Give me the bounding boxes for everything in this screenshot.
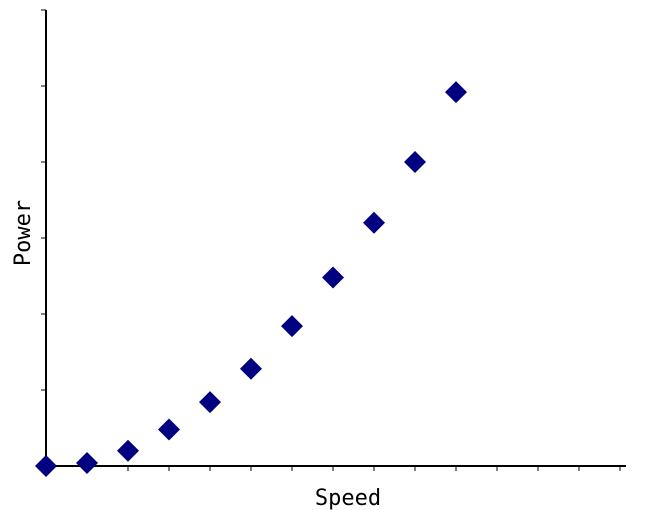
data-point bbox=[281, 315, 303, 338]
data-points bbox=[35, 81, 467, 477]
data-point bbox=[117, 439, 139, 462]
data-point bbox=[445, 81, 467, 104]
data-point bbox=[76, 451, 98, 474]
data-point bbox=[322, 266, 344, 289]
data-point bbox=[158, 418, 180, 441]
data-point bbox=[35, 455, 57, 477]
data-point bbox=[363, 211, 385, 234]
data-point bbox=[240, 357, 262, 380]
x-axis-title: Speed bbox=[315, 486, 381, 510]
y-axis-title: Power bbox=[11, 200, 36, 266]
data-point bbox=[404, 151, 426, 173]
data-point bbox=[199, 391, 221, 414]
